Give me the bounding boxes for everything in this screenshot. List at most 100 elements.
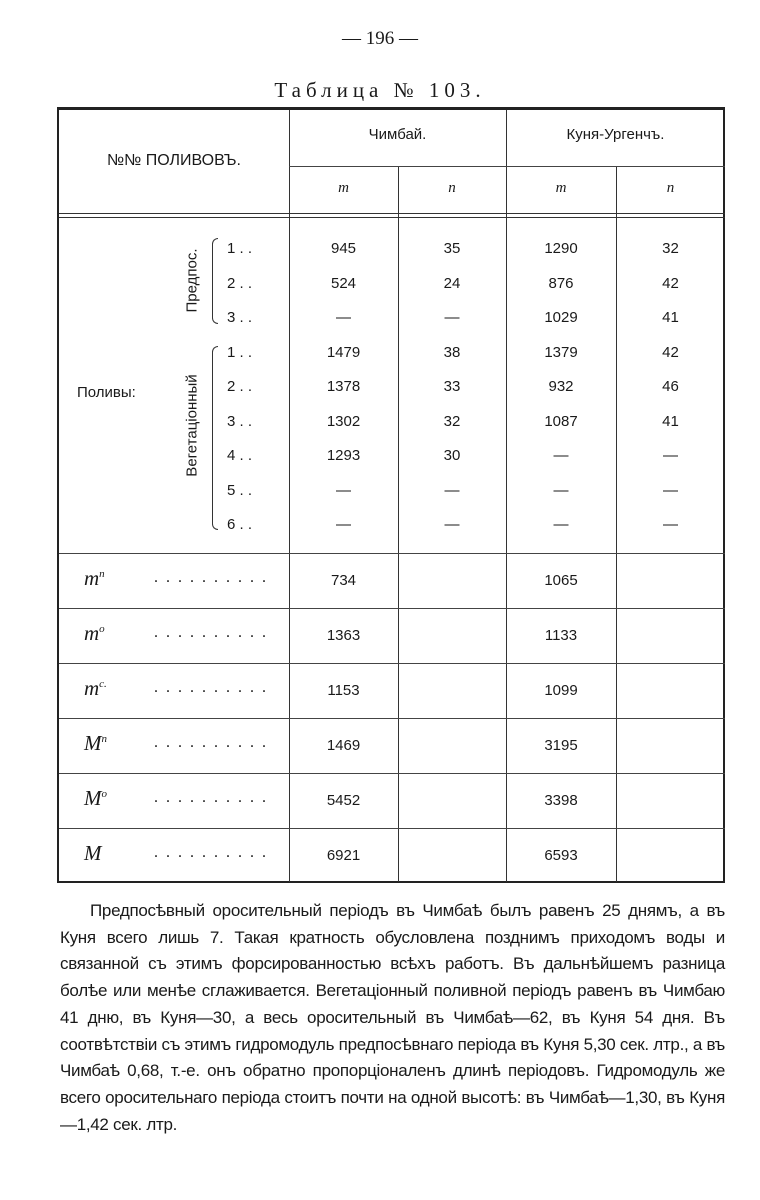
leader-dots: . . . . . . . . . .: [154, 569, 268, 586]
leader-dots: . . . . . . . . . .: [154, 789, 268, 806]
table-cell-kunya-n: 41: [662, 412, 679, 430]
subheader-n: n: [448, 180, 456, 196]
table-cell-kunya-m: 932: [548, 378, 574, 395]
summary-symbol: m: [84, 621, 100, 645]
header-double-line: [59, 217, 725, 218]
table-cell-chimbai-n: 32: [443, 412, 461, 430]
table-cell-kunya-m: —: [553, 481, 569, 499]
subheader-n: n: [666, 180, 675, 196]
table-cell-chimbai-m: —: [336, 516, 351, 533]
subheader-m: m: [555, 180, 567, 196]
brace: [212, 238, 218, 324]
row-divider: [59, 718, 725, 719]
table-cell-kunya-n: 46: [662, 378, 679, 395]
header-double-line: [59, 213, 725, 214]
table-cell-chimbai-m: —: [336, 481, 351, 499]
table-cell-chimbai-n: 24: [443, 274, 461, 292]
summary-cell-chimbai: 6921: [326, 847, 361, 864]
summary-symbol: m: [84, 676, 100, 700]
summary-label: mо: [84, 621, 105, 646]
table-cell-kunya-n: 42: [662, 274, 679, 292]
table-cell-chimbai-m: 1293: [326, 447, 361, 464]
row-divider: [59, 828, 725, 829]
table-cell-kunya-m: 1290: [544, 240, 578, 257]
table-title: Таблица № 103.: [274, 78, 486, 102]
table-cell-kunya-n: —: [663, 516, 678, 533]
table-cell-kunya-m: 1029: [544, 309, 578, 326]
page-number: — 196 —: [342, 28, 418, 49]
summary-cell-chimbai: 1363: [326, 627, 361, 644]
table-cell-chimbai-m: 1378: [326, 378, 361, 395]
summary-symbol: m: [84, 566, 100, 590]
data-table: №№ ПОЛИВОВЪ. Чимбай. Куня-Ургенчъ. m n m…: [57, 107, 725, 883]
summary-cell-chimbai: 1153: [327, 682, 360, 699]
summary-cell-kunya: 3398: [544, 792, 578, 809]
column-divider: [616, 166, 617, 882]
subgroup-label-presowing: Предпос.: [183, 248, 201, 313]
summary-label: Mп: [84, 731, 107, 756]
table-cell-chimbai-m: —: [336, 309, 351, 326]
table-cell-kunya-n: 42: [662, 343, 679, 361]
column-divider: [506, 110, 507, 882]
summary-cell-kunya: 6593: [544, 847, 578, 864]
leader-dots: . . . . . . . . . .: [154, 844, 268, 861]
table-cell-chimbai-n: —: [444, 309, 460, 326]
leader-dots: . . . . . . . . . .: [154, 624, 268, 641]
subheader-m: m: [338, 180, 349, 196]
row-label: 2 . .: [227, 378, 253, 395]
table-cell-kunya-m: 1087: [544, 412, 578, 430]
table-cell-chimbai-n: 38: [443, 343, 461, 361]
summary-superscript: о: [99, 623, 105, 635]
row-divider: [59, 663, 725, 664]
summary-cell-chimbai: 1469: [326, 737, 361, 754]
summary-cell-kunya: 1099: [544, 682, 578, 699]
column-header-chimbai: Чимбай.: [368, 126, 427, 143]
summary-cell-chimbai: 734: [330, 572, 357, 589]
table-cell-chimbai-n: 30: [443, 447, 461, 464]
summary-superscript: с.: [99, 678, 107, 690]
summary-cell-chimbai: 5452: [326, 792, 361, 809]
section-divider: [59, 553, 725, 554]
table-cell-chimbai-m: 945: [330, 240, 357, 257]
summary-cell-kunya: 1133: [544, 627, 578, 644]
body-paragraph: Предпосѣвный оросительный періодъ въ Чим…: [60, 901, 725, 1134]
summary-label: mс.: [84, 676, 107, 701]
summary-label: mп: [84, 566, 105, 591]
table-cell-chimbai-m: 524: [330, 274, 357, 292]
summary-superscript: о: [101, 788, 108, 800]
row-label: 3 . .: [227, 309, 253, 326]
table-cell-chimbai-m: 1479: [326, 343, 361, 361]
table-cell-chimbai-n: 35: [443, 240, 461, 257]
table-cell-chimbai-n: —: [444, 516, 460, 533]
table-cell-kunya-n: 32: [662, 240, 679, 257]
table-cell-chimbai-m: 1302: [326, 412, 361, 430]
row-divider: [59, 773, 725, 774]
group-label: Поливы:: [77, 384, 136, 401]
summary-symbol: M: [84, 841, 102, 865]
column-divider: [398, 166, 399, 882]
subgroup-label-vegetation: Вегетаціонный: [183, 374, 201, 477]
summary-label: Mо: [84, 786, 107, 811]
column-header-kunya: Куня-Ургенчъ.: [566, 126, 665, 143]
leader-dots: . . . . . . . . . .: [154, 679, 268, 696]
row-divider: [59, 608, 725, 609]
table-cell-kunya-n: —: [663, 447, 678, 464]
row-header-label: №№ ПОЛИВОВЪ.: [106, 152, 241, 169]
leader-dots: . . . . . . . . . .: [154, 734, 268, 751]
row-label: 4 . .: [227, 447, 253, 464]
summary-symbol: M: [84, 731, 102, 755]
summary-superscript: п: [101, 733, 108, 745]
summary-cell-kunya: 3195: [544, 737, 578, 754]
summary-cell-kunya: 1065: [544, 572, 578, 589]
row-label: 2 . .: [227, 274, 253, 292]
summary-superscript: п: [99, 568, 105, 580]
table-cell-kunya-n: 41: [662, 309, 679, 326]
row-label: 5 . .: [227, 481, 253, 499]
table-cell-chimbai-n: 33: [443, 378, 461, 395]
table-cell-chimbai-n: —: [444, 481, 460, 499]
summary-label: M: [84, 841, 102, 866]
brace: [212, 346, 218, 530]
table-cell-kunya-n: —: [663, 481, 678, 499]
summary-symbol: M: [84, 786, 102, 810]
row-label: 3 . .: [227, 412, 253, 430]
